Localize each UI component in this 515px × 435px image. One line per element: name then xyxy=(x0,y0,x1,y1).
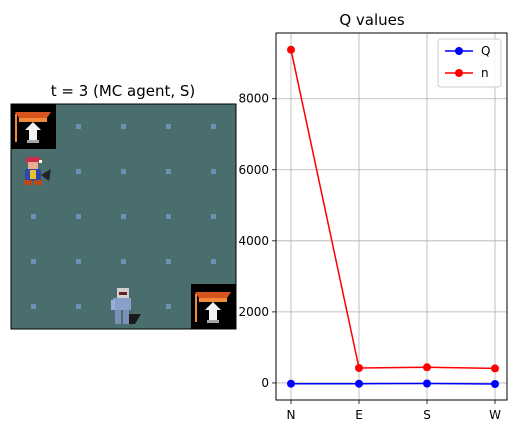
series-point-n-e xyxy=(355,364,363,372)
series-line-n xyxy=(290,49,496,370)
series-point-q-w xyxy=(491,380,499,388)
floor-dot xyxy=(76,214,81,219)
floor-dot xyxy=(211,214,216,219)
chart-axes: N E S W 0 2000 4000 6000 8000 xyxy=(238,92,501,422)
floor-dot xyxy=(166,124,171,129)
floor-dot xyxy=(121,214,126,219)
floor-dot xyxy=(76,124,81,129)
legend-frame xyxy=(437,38,502,88)
grid-panel: t = 3 (MC agent, S) xyxy=(10,82,237,330)
floor-dot xyxy=(76,259,81,264)
series-point-n-w xyxy=(491,364,499,373)
chart-title: Q values xyxy=(339,11,405,29)
y-tick-label: 0 xyxy=(261,376,269,390)
floor-dot xyxy=(31,214,36,219)
floor-dot xyxy=(121,169,126,174)
floor-dot xyxy=(211,124,216,129)
y-tick-label: 2000 xyxy=(238,305,269,319)
grid-world xyxy=(10,103,237,330)
legend-label-n: n xyxy=(481,66,489,80)
chart-gridlines xyxy=(276,33,507,400)
series-point-q-n xyxy=(287,379,295,388)
series-point-n-s xyxy=(423,363,431,372)
floor-dot xyxy=(31,304,36,309)
floor-dot xyxy=(121,259,126,264)
series-point-n-n xyxy=(287,45,295,54)
legend-marker-q xyxy=(455,47,463,55)
y-tick-label: 4000 xyxy=(238,234,269,248)
legend-marker-n xyxy=(455,69,463,77)
x-tick-label-e: E xyxy=(355,408,363,422)
x-tick-label-n: N xyxy=(287,408,296,422)
rogue-npc-icon xyxy=(24,157,51,185)
floor-dot xyxy=(121,124,126,129)
floor-dot xyxy=(166,259,171,264)
series-point-q-e xyxy=(355,379,363,388)
agent-figure-icon xyxy=(111,288,141,324)
chart-legend: Q n xyxy=(437,38,502,88)
floor-dot xyxy=(166,214,171,219)
y-tick-label: 8000 xyxy=(238,92,269,106)
x-tick-label-w: W xyxy=(489,408,501,422)
floor-dot xyxy=(166,169,171,174)
ladder-top-left-icon xyxy=(11,104,56,149)
series-point-q-s xyxy=(423,379,431,388)
series-line-q xyxy=(291,382,496,385)
plot-area-frame xyxy=(275,32,508,401)
floor-dot xyxy=(31,259,36,264)
floor-dot xyxy=(76,304,81,309)
ladder-bottom-right-icon xyxy=(191,284,236,329)
chart-series-layer xyxy=(287,45,499,388)
chart-panel: Q values N E S W 0 2000 4000 6000 8000 Q n xyxy=(238,11,508,422)
legend-label-q: Q xyxy=(481,44,490,58)
x-tick-label-s: S xyxy=(423,408,431,422)
grid-title: t = 3 (MC agent, S) xyxy=(51,82,196,100)
floor-dot xyxy=(211,259,216,264)
y-tick-label: 6000 xyxy=(238,163,269,177)
floor-dot xyxy=(211,169,216,174)
floor-dot xyxy=(166,304,171,309)
floor-dot xyxy=(76,169,81,174)
